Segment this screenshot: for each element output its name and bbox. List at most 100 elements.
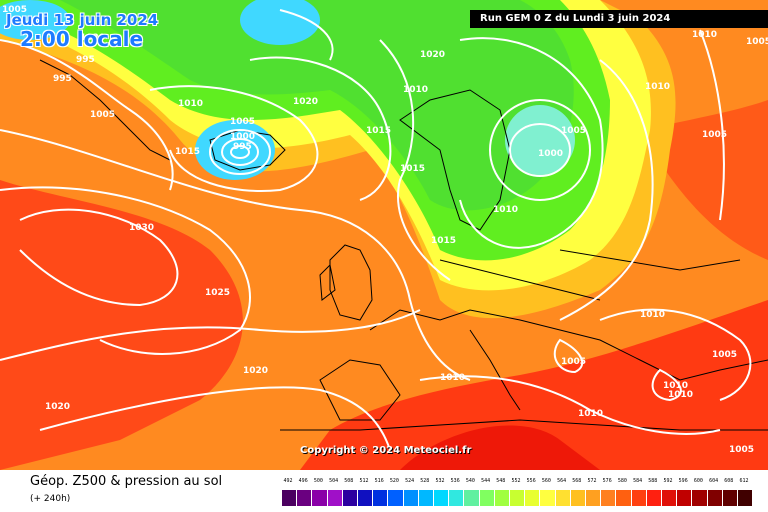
isobar-1010c bbox=[699, 29, 725, 221]
legend-swatch bbox=[418, 490, 433, 506]
isobar-1010b bbox=[559, 59, 654, 321]
legend-label: 576 bbox=[602, 478, 612, 484]
isobar-label: 1010 bbox=[692, 30, 717, 40]
isobar-1010 bbox=[459, 37, 604, 249]
isobar-label: 995 bbox=[76, 55, 95, 65]
isobar-label: 1010 bbox=[578, 409, 603, 419]
legend-label: 492 bbox=[283, 478, 293, 484]
legend-label: 512 bbox=[359, 478, 369, 484]
legend-swatch bbox=[312, 490, 327, 506]
legend-label: 524 bbox=[405, 478, 415, 484]
legend-label: 548 bbox=[496, 478, 506, 484]
legend-swatch bbox=[358, 490, 373, 506]
legend-label: 496 bbox=[298, 478, 308, 484]
parameter-title: Géop. Z500 & pression au sol bbox=[30, 474, 223, 489]
coast-britain bbox=[329, 244, 373, 321]
legend-swatch bbox=[494, 490, 509, 506]
isobar-label: 1025 bbox=[205, 288, 230, 298]
legend-swatch bbox=[738, 490, 753, 506]
legend-swatch bbox=[403, 490, 418, 506]
isobar-label: 1010 bbox=[668, 390, 693, 400]
isobar-label: 1000 bbox=[230, 132, 255, 142]
coast-scandinavia bbox=[399, 89, 511, 231]
isobar-label: 1015 bbox=[175, 147, 200, 157]
map-canvas: 1005 995 995 1010 1005 1015 1000 995 100… bbox=[0, 0, 768, 470]
legend-swatch bbox=[631, 490, 646, 506]
z500-low-northwest bbox=[0, 0, 70, 40]
isobar-label: 1020 bbox=[45, 402, 70, 412]
legend-panel: Géop. Z500 & pression au sol (+ 240h) 49… bbox=[0, 470, 768, 512]
forecast-date: Jeudi 13 juin 2024 bbox=[6, 11, 159, 29]
legend-swatch bbox=[464, 490, 479, 506]
model-run-banner: Run GEM 0 Z du Lundi 3 juin 2024 bbox=[470, 10, 768, 28]
isobar-1015 bbox=[379, 39, 451, 281]
isobar-label: 1015 bbox=[366, 126, 391, 136]
legend-label: 516 bbox=[374, 478, 384, 484]
legend-swatch bbox=[707, 490, 722, 506]
z500-low-scandinavia bbox=[505, 105, 575, 175]
isobar-label: 1020 bbox=[420, 50, 445, 60]
isobar-label: 1005 bbox=[746, 37, 768, 47]
isobar-low-1 bbox=[209, 129, 271, 175]
isobar-1005 bbox=[489, 99, 591, 201]
legend-swatch bbox=[449, 490, 464, 506]
isobar-label: 1010 bbox=[440, 373, 465, 383]
legend-swatch bbox=[327, 490, 342, 506]
legend-label: 552 bbox=[511, 478, 521, 484]
legend-label: 500 bbox=[313, 478, 323, 484]
legend-swatch bbox=[662, 490, 677, 506]
forecast-date-overlay: Jeudi 13 juin 2024 2:00 locale bbox=[6, 12, 158, 50]
legend-label: 588 bbox=[648, 478, 658, 484]
legend-label: 600 bbox=[693, 478, 703, 484]
legend-swatch bbox=[646, 490, 661, 506]
legend-swatch bbox=[722, 490, 737, 506]
isobar-1005 bbox=[599, 308, 752, 401]
legend-swatch bbox=[434, 490, 449, 506]
isobar-label: 1005 bbox=[561, 126, 586, 136]
coast-ireland bbox=[319, 263, 336, 301]
isobar-1020 bbox=[0, 129, 471, 381]
legend-swatch bbox=[540, 490, 555, 506]
isobar-label: 1020 bbox=[293, 97, 318, 107]
legend-label: 508 bbox=[344, 478, 354, 484]
coast-africa bbox=[280, 419, 768, 431]
legend-label: 572 bbox=[587, 478, 597, 484]
isobar-label: 995 bbox=[53, 74, 72, 84]
weather-map: 1005 995 995 1010 1005 1015 1000 995 100… bbox=[0, 0, 768, 470]
legend-swatch bbox=[479, 490, 494, 506]
border-central bbox=[439, 259, 601, 301]
legend-label: 608 bbox=[724, 478, 734, 484]
color-scale-bar bbox=[282, 490, 753, 506]
isobar-top bbox=[279, 9, 334, 61]
coastlines bbox=[39, 59, 768, 431]
legend-label: 540 bbox=[465, 478, 475, 484]
legend-label: 536 bbox=[450, 478, 460, 484]
legend-label: 612 bbox=[739, 478, 749, 484]
legend-label: 544 bbox=[481, 478, 491, 484]
isobar-low-2 bbox=[221, 138, 259, 166]
isobar-low-3 bbox=[230, 145, 250, 159]
isobar-label: 1010 bbox=[493, 205, 518, 215]
isobar-label: 1005 bbox=[702, 130, 727, 140]
isobar-label: 1020 bbox=[243, 366, 268, 376]
isobar-label: 1005 bbox=[729, 445, 754, 455]
isobar-label: 1005 bbox=[2, 5, 27, 15]
isobar-c bbox=[249, 56, 392, 201]
isobar-label: 1010 bbox=[403, 85, 428, 95]
color-scale-labels: 492 496 500 504 508 512 516 520 524 528 532 536 540 5… bbox=[282, 478, 752, 488]
legend-label: 596 bbox=[678, 478, 688, 484]
isobar-label: 1010 bbox=[640, 310, 665, 320]
isobar-label: 1005 bbox=[90, 110, 115, 120]
isobar-1030 bbox=[19, 208, 179, 307]
isobar-1025 bbox=[0, 186, 251, 355]
legend-label: 568 bbox=[572, 478, 582, 484]
isobar-label: 1020 bbox=[80, 33, 105, 43]
legend-swatch bbox=[601, 490, 616, 506]
coast-europe-south bbox=[369, 309, 768, 381]
z500-field-deep-red bbox=[400, 425, 600, 470]
coast-iberia bbox=[319, 359, 401, 421]
legend-swatch bbox=[586, 490, 601, 506]
isobar-label: 1000 bbox=[538, 149, 563, 159]
isobar-label: 1015 bbox=[400, 164, 425, 174]
isobar-label: 1005 bbox=[561, 357, 586, 367]
